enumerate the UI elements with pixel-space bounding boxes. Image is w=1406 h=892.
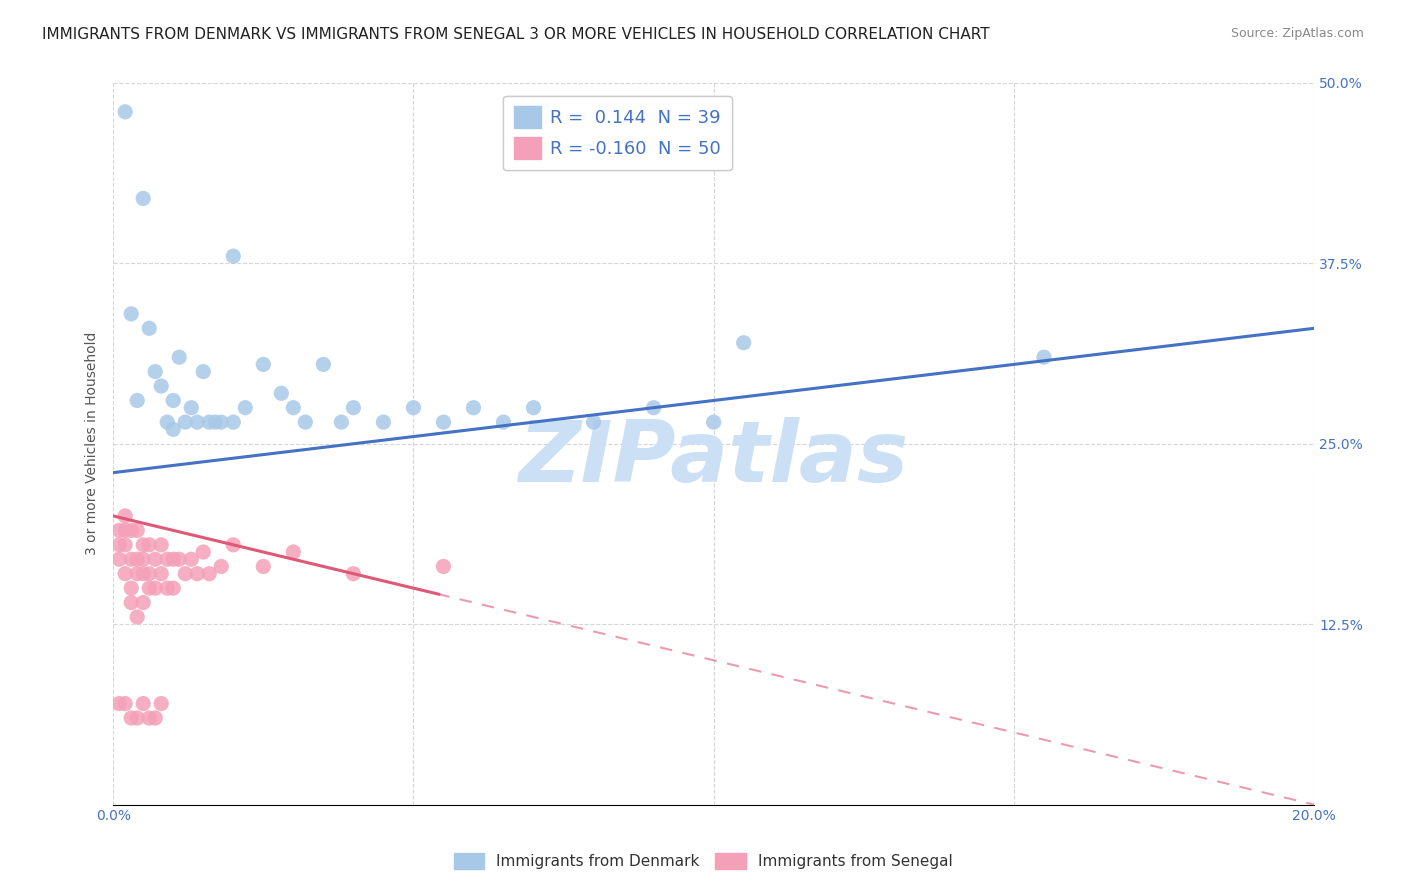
Point xyxy=(703,415,725,429)
Point xyxy=(114,697,136,711)
Point xyxy=(108,552,131,566)
Point xyxy=(120,307,142,321)
Point xyxy=(198,415,221,429)
Point xyxy=(156,415,179,429)
Point xyxy=(582,415,605,429)
Point xyxy=(114,524,136,538)
Point xyxy=(330,415,353,429)
Point xyxy=(193,365,215,379)
Point xyxy=(180,552,202,566)
Point xyxy=(162,422,184,436)
Point xyxy=(167,552,190,566)
Text: Source: ZipAtlas.com: Source: ZipAtlas.com xyxy=(1230,27,1364,40)
Point xyxy=(108,538,131,552)
Point xyxy=(432,559,454,574)
Point xyxy=(209,559,232,574)
Point xyxy=(522,401,544,415)
Point xyxy=(143,552,166,566)
Point xyxy=(120,581,142,595)
Point xyxy=(312,358,335,372)
Point xyxy=(186,566,208,581)
Point xyxy=(132,566,155,581)
Point xyxy=(150,566,173,581)
Point xyxy=(143,365,166,379)
Point xyxy=(733,335,755,350)
Point xyxy=(150,538,173,552)
Point xyxy=(138,566,160,581)
Point xyxy=(432,415,454,429)
Point xyxy=(114,508,136,523)
Point xyxy=(127,524,149,538)
Point xyxy=(108,697,131,711)
Point xyxy=(209,415,232,429)
Point xyxy=(222,538,245,552)
Point xyxy=(167,350,190,364)
Point xyxy=(222,249,245,263)
Point xyxy=(342,566,364,581)
Point xyxy=(174,566,197,581)
Point xyxy=(193,545,215,559)
Point xyxy=(643,401,665,415)
Text: IMMIGRANTS FROM DENMARK VS IMMIGRANTS FROM SENEGAL 3 OR MORE VEHICLES IN HOUSEHO: IMMIGRANTS FROM DENMARK VS IMMIGRANTS FR… xyxy=(42,27,990,42)
Point xyxy=(138,321,160,335)
Y-axis label: 3 or more Vehicles in Household: 3 or more Vehicles in Household xyxy=(86,332,100,556)
Point xyxy=(127,566,149,581)
Point xyxy=(150,379,173,393)
Point xyxy=(402,401,425,415)
Point xyxy=(132,596,155,610)
Point xyxy=(127,610,149,624)
Point xyxy=(132,552,155,566)
Point xyxy=(270,386,292,401)
Point xyxy=(132,538,155,552)
Point xyxy=(132,191,155,205)
Point xyxy=(174,415,197,429)
Legend: R =  0.144  N = 39, R = -0.160  N = 50: R = 0.144 N = 39, R = -0.160 N = 50 xyxy=(503,95,733,170)
Point xyxy=(127,393,149,408)
Point xyxy=(162,393,184,408)
Point xyxy=(252,358,274,372)
Point xyxy=(120,524,142,538)
Point xyxy=(120,596,142,610)
Point xyxy=(463,401,485,415)
Point xyxy=(198,566,221,581)
Point xyxy=(162,581,184,595)
Point xyxy=(143,711,166,725)
Point xyxy=(283,545,305,559)
Point xyxy=(156,581,179,595)
Point xyxy=(114,104,136,119)
Point xyxy=(204,415,226,429)
Point xyxy=(132,697,155,711)
Point xyxy=(162,552,184,566)
Point xyxy=(108,524,131,538)
Point xyxy=(1032,350,1054,364)
Point xyxy=(492,415,515,429)
Point xyxy=(252,559,274,574)
Point xyxy=(373,415,395,429)
Point xyxy=(294,415,316,429)
Point xyxy=(138,711,160,725)
Point xyxy=(156,552,179,566)
Point xyxy=(150,697,173,711)
Point xyxy=(120,552,142,566)
Point xyxy=(127,711,149,725)
Point xyxy=(120,711,142,725)
Point xyxy=(342,401,364,415)
Point xyxy=(138,538,160,552)
Point xyxy=(143,581,166,595)
Point xyxy=(222,415,245,429)
Point xyxy=(114,566,136,581)
Text: ZIPatlas: ZIPatlas xyxy=(519,417,908,500)
Legend: Immigrants from Denmark, Immigrants from Senegal: Immigrants from Denmark, Immigrants from… xyxy=(447,847,959,875)
Point xyxy=(180,401,202,415)
Point xyxy=(138,581,160,595)
Point xyxy=(127,552,149,566)
Point xyxy=(233,401,256,415)
Point xyxy=(283,401,305,415)
Point xyxy=(114,538,136,552)
Point xyxy=(186,415,208,429)
